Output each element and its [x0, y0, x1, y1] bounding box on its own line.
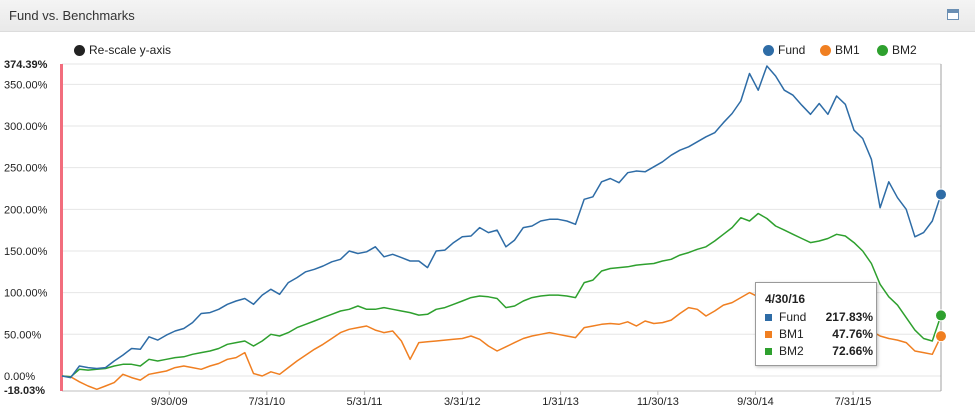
tooltip-swatch-fund [765, 314, 772, 321]
y-tick-label: 0.00% [4, 371, 35, 383]
y-tick-label: 50.00% [4, 329, 42, 341]
y-tick-label: 200.00% [4, 204, 48, 216]
x-tick-label: 3/31/12 [444, 396, 481, 408]
y-tick-label: 250.00% [4, 163, 48, 175]
legend-marker-bm1 [820, 44, 831, 56]
legend-item-fund[interactable]: Fund [763, 43, 805, 57]
tooltip-row-bm2: BM2 72.66% [765, 344, 873, 360]
tooltip-name-bm1: BM1 [779, 327, 804, 341]
x-tick-label: 1/31/13 [542, 396, 579, 408]
x-tick-label: 7/31/10 [248, 396, 285, 408]
tooltip-name-fund: Fund [779, 310, 807, 324]
legend-item-bm1[interactable]: BM1 [820, 43, 860, 57]
x-tick-label: 11/30/13 [637, 396, 679, 408]
y-tick-label: -18.03% [4, 385, 45, 397]
x-tick-label: 7/31/15 [835, 396, 872, 408]
legend-item-bm2[interactable]: BM2 [877, 43, 917, 57]
tooltip-value-fund: 217.83% [825, 310, 873, 324]
series-line-fund [61, 65, 942, 379]
legend-label-fund: Fund [778, 43, 806, 57]
tooltip-swatch-bm1 [765, 331, 772, 338]
tooltip-value-bm2: 72.66% [832, 344, 873, 358]
series-line-bm2 [61, 212, 942, 378]
end-marker-bm2 [935, 309, 947, 322]
x-tick-label: 5/31/11 [346, 396, 382, 408]
y-tick-label: 374.39% [4, 59, 48, 71]
tooltip-row-fund: Fund 217.83% [765, 310, 873, 326]
panel-header: Fund vs. Benchmarks [0, 0, 975, 32]
y-tick-label: 150.00% [4, 246, 48, 258]
y-tick-label: 100.00% [4, 288, 48, 300]
panel-title: Fund vs. Benchmarks [9, 8, 135, 23]
legend-marker-fund [763, 44, 774, 56]
rescale-dot-icon [74, 44, 85, 56]
tooltip-value-bm1: 47.76% [832, 327, 873, 341]
tooltip-name-bm2: BM2 [779, 344, 804, 358]
tooltip-row-bm1: BM1 47.76% [765, 327, 873, 343]
x-tick-label: 9/30/09 [151, 396, 188, 408]
window-maximize-icon[interactable] [947, 9, 959, 20]
range-start-handle [60, 64, 63, 391]
rescale-label: Re-scale y-axis [89, 43, 172, 57]
tooltip-swatch-bm2 [765, 348, 772, 355]
x-tick-label: 9/30/14 [737, 396, 774, 408]
rescale-y-axis-toggle[interactable]: Re-scale y-axis [74, 43, 171, 57]
tooltip-date: 4/30/16 [765, 292, 806, 306]
y-tick-label: 350.00% [4, 79, 48, 91]
end-marker-bm1 [935, 330, 947, 343]
y-tick-label: 300.00% [4, 121, 48, 133]
legend-label-bm1: BM1 [835, 43, 860, 57]
end-marker-fund [935, 188, 947, 201]
legend-marker-bm2 [877, 44, 888, 56]
data-tooltip: 4/30/16 Fund 217.83% BM1 47.76% BM2 72.6… [755, 282, 877, 366]
legend-label-bm2: BM2 [892, 43, 917, 57]
